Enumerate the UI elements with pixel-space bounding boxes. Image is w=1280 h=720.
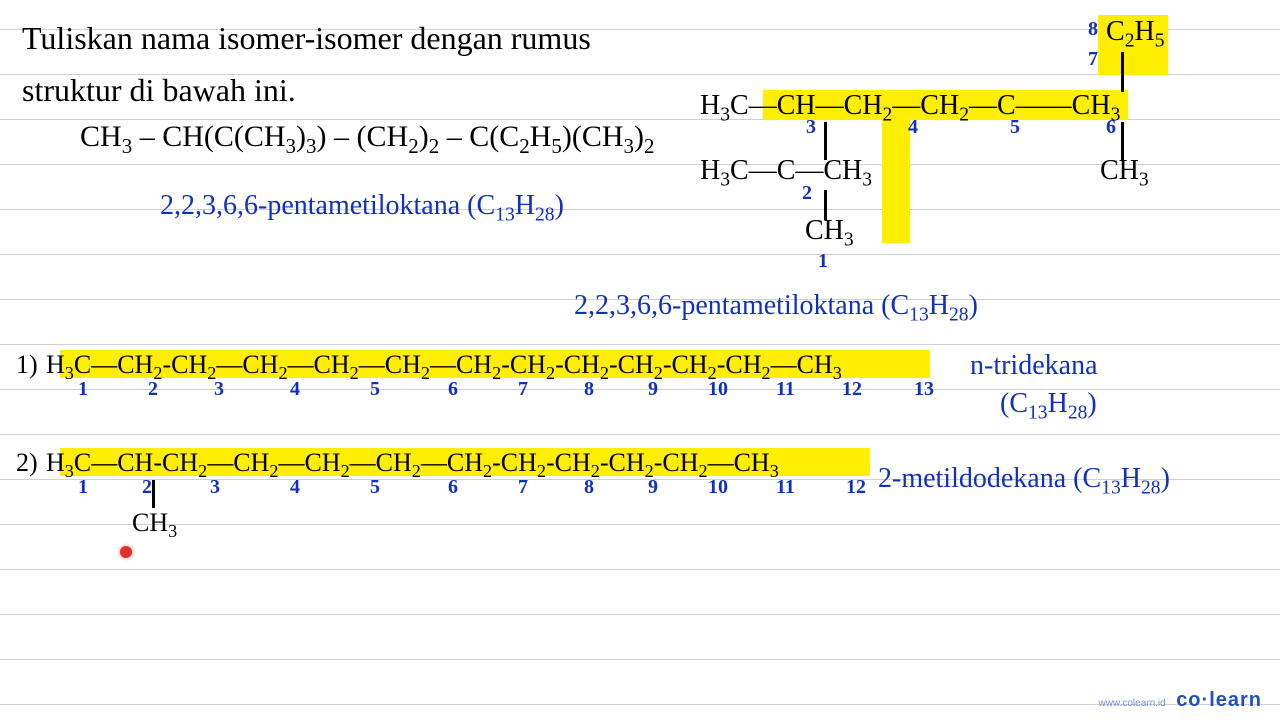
isomer1-name: n-tridekana bbox=[970, 350, 1098, 382]
question-line1: Tuliskan nama isomer-isomer dengan rumus bbox=[22, 20, 591, 57]
isomer1-formula: (C13H28) bbox=[1000, 388, 1097, 425]
isomer2-chain: H3C—CH-CH2—CH2—CH2—CH2—CH2-CH2-CH2-CH2-C… bbox=[46, 448, 779, 482]
struct-top-label: C2H5 bbox=[1106, 16, 1165, 53]
footer-url: www.colearn.id bbox=[1098, 698, 1165, 709]
vbond-top bbox=[1121, 52, 1124, 92]
isomer2-prefix: 2) bbox=[16, 448, 38, 478]
struct-num8: 8 bbox=[1088, 18, 1098, 41]
isomer2-name: 2-metildodekana (C13H28) bbox=[878, 463, 1170, 500]
highlight-vertical-right bbox=[882, 118, 910, 243]
vbond-isomer2 bbox=[152, 480, 155, 508]
question-line2: struktur di bawah ini. bbox=[22, 72, 296, 109]
footer: www.colearn.id co·learn bbox=[1098, 689, 1262, 712]
struct-num1: 1 bbox=[818, 250, 828, 273]
isomer2-branch: CH3 bbox=[132, 508, 177, 542]
main-answer: 2,2,3,6,6-pentametiloktana (C13H28) bbox=[160, 190, 564, 227]
pointer-dot bbox=[120, 546, 132, 558]
struct-num7: 7 bbox=[1088, 48, 1098, 71]
struct-answer: 2,2,3,6,6-pentametiloktana (C13H28) bbox=[574, 290, 978, 327]
struct-num2: 2 bbox=[802, 182, 812, 205]
struct-bottom: CH3 bbox=[805, 215, 854, 252]
struct-row2-right: CH3 bbox=[1100, 155, 1149, 192]
struct-row2: H3C—C—CH3 bbox=[700, 155, 872, 192]
question-formula: CH3 – CH(C(CH3)3) – (CH2)2 – C(C2H5)(CH3… bbox=[80, 120, 655, 159]
isomer1-prefix: 1) bbox=[16, 350, 38, 380]
footer-brand: co·learn bbox=[1176, 689, 1262, 711]
